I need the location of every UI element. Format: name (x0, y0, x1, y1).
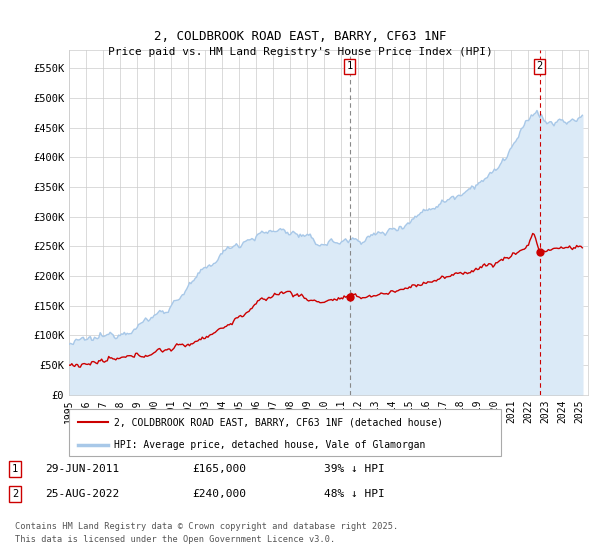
Text: 25-AUG-2022: 25-AUG-2022 (45, 489, 119, 499)
Text: 2: 2 (12, 489, 18, 499)
Text: £240,000: £240,000 (192, 489, 246, 499)
Text: HPI: Average price, detached house, Vale of Glamorgan: HPI: Average price, detached house, Vale… (114, 440, 425, 450)
Text: 39% ↓ HPI: 39% ↓ HPI (324, 464, 385, 474)
Text: 2, COLDBROOK ROAD EAST, BARRY, CF63 1NF (detached house): 2, COLDBROOK ROAD EAST, BARRY, CF63 1NF … (114, 417, 443, 427)
Text: 2: 2 (536, 62, 542, 72)
Text: 48% ↓ HPI: 48% ↓ HPI (324, 489, 385, 499)
Text: 29-JUN-2011: 29-JUN-2011 (45, 464, 119, 474)
Text: 1: 1 (347, 62, 353, 72)
Text: 1: 1 (12, 464, 18, 474)
Text: Contains HM Land Registry data © Crown copyright and database right 2025.
This d: Contains HM Land Registry data © Crown c… (15, 522, 398, 544)
Text: 2, COLDBROOK ROAD EAST, BARRY, CF63 1NF: 2, COLDBROOK ROAD EAST, BARRY, CF63 1NF (154, 30, 446, 43)
Text: Price paid vs. HM Land Registry's House Price Index (HPI): Price paid vs. HM Land Registry's House … (107, 46, 493, 57)
Text: £165,000: £165,000 (192, 464, 246, 474)
